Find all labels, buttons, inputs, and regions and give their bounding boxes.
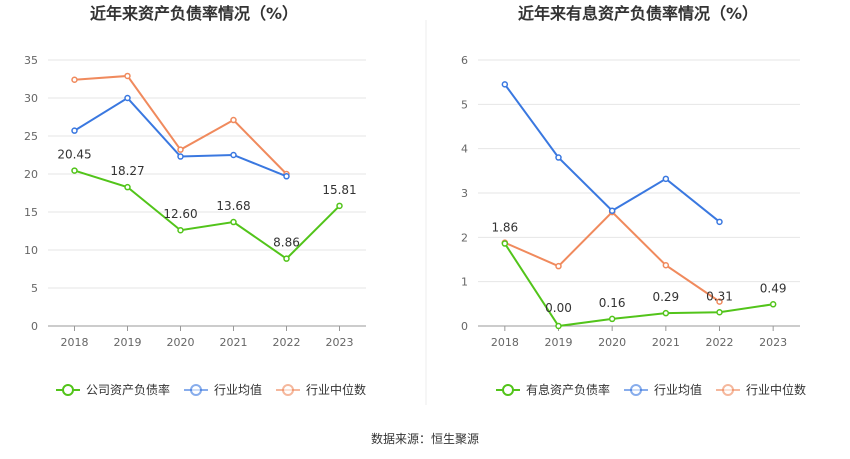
data-point[interactable]	[283, 255, 290, 262]
y-tick-label: 25	[24, 130, 38, 143]
data-label: 1.86	[491, 221, 518, 235]
data-point[interactable]	[716, 218, 723, 226]
data-label: 0.00	[545, 301, 572, 315]
legend-marker	[502, 384, 514, 396]
y-tick-label: 3	[461, 187, 468, 200]
data-point[interactable]	[230, 151, 237, 159]
legend-label: 行业均值	[654, 382, 702, 397]
data-point[interactable]	[177, 153, 184, 160]
legend-marker	[282, 384, 294, 396]
y-tick-label: 20	[24, 168, 38, 181]
data-point[interactable]	[124, 72, 131, 80]
legend-label: 行业中位数	[306, 382, 366, 397]
x-tick-label: 2023	[759, 336, 787, 349]
y-tick-label: 15	[24, 206, 38, 219]
y-tick-label: 10	[24, 244, 38, 257]
data-point[interactable]	[662, 175, 670, 183]
data-point[interactable]	[71, 127, 78, 134]
legend-item[interactable]: 行业均值	[624, 382, 702, 397]
legend-item[interactable]: 行业中位数	[716, 382, 806, 397]
data-point[interactable]	[71, 76, 78, 84]
data-point[interactable]	[501, 81, 509, 88]
data-point[interactable]	[71, 167, 78, 174]
legend-label: 行业均值	[214, 382, 262, 397]
data-label: 0.16	[599, 296, 626, 310]
data-label: 13.68	[216, 199, 250, 213]
legend-marker	[722, 384, 734, 396]
series-line	[504, 83, 721, 223]
data-point[interactable]	[336, 202, 343, 210]
series-line	[503, 242, 774, 328]
data-point[interactable]	[177, 226, 184, 234]
legend-item[interactable]: 公司资产负债率	[56, 382, 170, 397]
data-label: 8.86	[273, 236, 300, 250]
data-point[interactable]	[716, 309, 723, 316]
y-tick-label: 5	[31, 282, 38, 295]
legend-label: 有息资产负债率	[526, 382, 610, 397]
legend-item[interactable]: 有息资产负债率	[496, 382, 610, 397]
data-point[interactable]	[501, 240, 509, 247]
legend-marker	[190, 384, 202, 396]
legend-item[interactable]: 行业均值	[184, 382, 262, 397]
data-point[interactable]	[555, 262, 562, 270]
y-tick-label: 2	[461, 231, 468, 244]
data-label: 12.60	[163, 207, 197, 221]
data-point[interactable]	[555, 154, 562, 161]
data-point[interactable]	[716, 298, 723, 305]
legend-label: 公司资产负债率	[86, 382, 170, 397]
y-tick-label: 5	[461, 98, 468, 111]
x-tick-label: 2022	[706, 336, 734, 349]
data-point[interactable]	[124, 183, 131, 191]
data-point[interactable]	[608, 207, 616, 214]
y-tick-label: 30	[24, 92, 38, 105]
data-point[interactable]	[662, 262, 670, 269]
data-point[interactable]	[769, 301, 777, 308]
x-tick-label: 2018	[61, 336, 89, 349]
x-tick-label: 2023	[326, 336, 354, 349]
data-point[interactable]	[283, 173, 290, 180]
data-point[interactable]	[555, 322, 562, 330]
source-label: 数据来源：恒生聚源	[371, 431, 479, 446]
data-label: 15.81	[322, 183, 356, 197]
legend-marker	[630, 384, 642, 396]
y-tick-label: 0	[31, 320, 38, 333]
data-point[interactable]	[230, 116, 237, 124]
data-label: 0.31	[706, 289, 733, 303]
x-tick-label: 2022	[273, 336, 301, 349]
chart-title: 近年来有息资产负债率情况（%）	[518, 4, 758, 23]
series-line	[504, 210, 721, 303]
data-point[interactable]	[230, 218, 237, 226]
legend-label: 行业中位数	[746, 382, 806, 397]
y-tick-label: 4	[461, 143, 468, 156]
data-point[interactable]	[662, 309, 670, 317]
chart-panel-2: 近年来有息资产负债率情况（%） 0 1 2 3 4 5 6 2018 2019 2020 2021 20…	[461, 4, 806, 397]
series-line	[74, 169, 341, 260]
x-tick-label: 2020	[598, 336, 626, 349]
series-line	[73, 96, 287, 178]
y-tick-label: 0	[461, 320, 468, 333]
data-point[interactable]	[124, 94, 131, 102]
y-tick-label: 1	[461, 276, 468, 289]
x-tick-label: 2018	[491, 336, 519, 349]
data-label: 0.49	[760, 281, 787, 295]
x-tick-label: 2021	[652, 336, 680, 349]
legend-item[interactable]: 行业中位数	[276, 382, 366, 397]
chart-panel-1: 近年来资产负债率情况（%） 0 5 10 15 20 25 30 35 2018 2019 2020 2…	[24, 4, 366, 397]
y-tick-label: 6	[461, 54, 468, 67]
y-tick-label: 35	[24, 54, 38, 67]
data-point[interactable]	[608, 315, 616, 323]
x-tick-label: 2019	[114, 336, 142, 349]
data-label: 18.27	[110, 164, 144, 178]
data-label: 20.45	[57, 148, 91, 162]
chart-title: 近年来资产负债率情况（%）	[90, 4, 298, 23]
x-tick-label: 2021	[220, 336, 248, 349]
legend-marker	[62, 384, 74, 396]
data-point[interactable]	[177, 146, 184, 153]
data-label: 0.29	[652, 290, 679, 304]
x-tick-label: 2020	[167, 336, 195, 349]
x-tick-label: 2019	[545, 336, 573, 349]
